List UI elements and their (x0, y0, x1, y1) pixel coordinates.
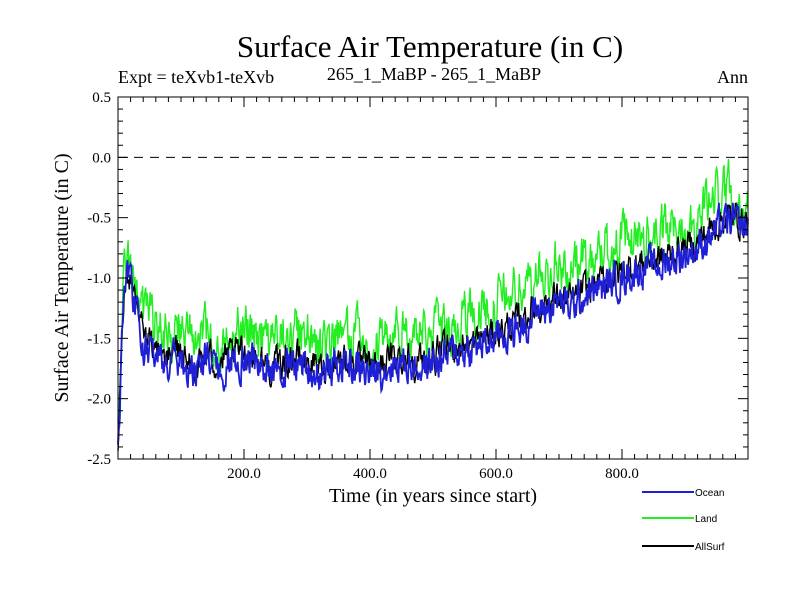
x-axis-ticks: 200.0 400.0 600.0 800.0 (117, 97, 749, 482)
plot-frame (117, 96, 749, 460)
plot-series-group (117, 158, 749, 451)
subtitle-right: Ann (717, 67, 748, 87)
series-line-ocean (117, 202, 749, 445)
x-tick-label: 400.0 (353, 466, 387, 482)
subtitle-left: Expt = teXvb1-teXvb (118, 67, 274, 87)
legend-label-allsurf: AllSurf (695, 542, 725, 553)
y-tick-label: 0.5 (92, 90, 111, 106)
x-tick-label: 600.0 (479, 466, 513, 482)
y-axis-ticks: 0.5 0.0 -0.5 -1.0 -1.5 -2.0 -2.5 (87, 90, 748, 468)
y-tick-label: -2.5 (87, 452, 111, 468)
legend-label-land: Land (695, 514, 717, 525)
chart-legend: Ocean Land AllSurf (642, 488, 725, 553)
x-tick-label: 200.0 (227, 466, 261, 482)
legend-label-ocean: Ocean (695, 488, 724, 499)
chart-title: Surface Air Temperature (in C) (237, 29, 623, 64)
y-tick-label: -2.0 (87, 392, 111, 408)
y-axis-label: Surface Air Temperature (in C) (51, 153, 73, 402)
subtitle-center: 265_1_MaBP - 265_1_MaBP (327, 64, 541, 84)
x-tick-label: 800.0 (605, 466, 639, 482)
y-tick-label: -1.0 (87, 271, 111, 287)
y-tick-label: 0.0 (92, 150, 111, 166)
x-axis-label: Time (in years since start) (329, 485, 537, 507)
y-tick-label: -0.5 (87, 211, 111, 227)
y-tick-label: -1.5 (87, 331, 111, 347)
series-line-land (117, 158, 749, 422)
